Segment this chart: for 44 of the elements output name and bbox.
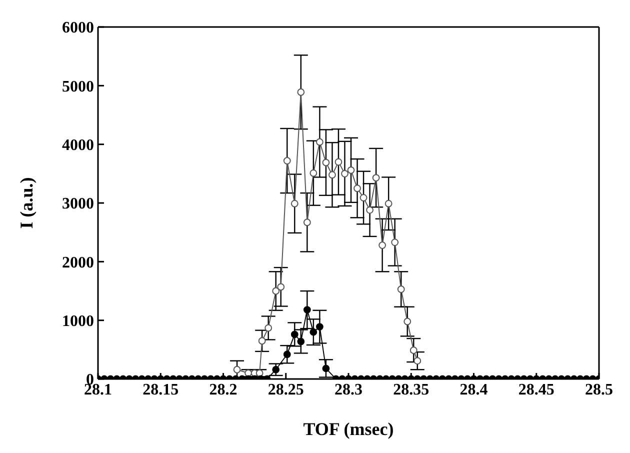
point: [258, 337, 266, 345]
y-axis-title: I (a.u.): [16, 177, 36, 229]
x-tick-label: 28.25: [268, 381, 304, 398]
point: [328, 171, 336, 179]
point: [303, 218, 311, 226]
y-tick-label: 5000: [62, 78, 94, 96]
point: [341, 170, 348, 178]
point: [410, 346, 418, 354]
point: [264, 324, 272, 332]
x-tick-label: 28.2: [209, 381, 238, 398]
point: [391, 238, 399, 246]
point: [414, 357, 422, 365]
point: [316, 138, 324, 146]
y-tick-label: 4000: [62, 137, 94, 154]
x-axis-title: TOF (msec): [303, 419, 394, 439]
point: [366, 206, 374, 214]
y-tick-label: 1000: [62, 313, 94, 330]
point: [322, 158, 330, 166]
x-tick-label: 28.3: [334, 381, 362, 398]
point: [378, 242, 386, 249]
point: [256, 369, 264, 377]
point: [372, 174, 380, 182]
x-tick-label: 28.4: [460, 381, 488, 398]
x-tick-label: 28.45: [518, 381, 554, 398]
point: [397, 286, 405, 293]
x-tick-label: 28.5: [585, 381, 613, 398]
point: [277, 283, 285, 291]
point: [297, 88, 305, 96]
point: [404, 318, 412, 326]
point: [290, 200, 298, 208]
point: [334, 158, 342, 166]
point: [233, 366, 241, 374]
point: [347, 166, 355, 174]
point: [272, 287, 280, 295]
y-tick-label: 3000: [62, 196, 94, 213]
point: [354, 184, 361, 192]
y-tick-label: 6000: [62, 20, 94, 37]
x-tick-label: 28.35: [393, 381, 430, 398]
point: [283, 157, 291, 164]
y-tick-label: 2000: [62, 254, 94, 272]
point: [360, 194, 368, 202]
point: [310, 169, 318, 177]
point: [384, 200, 392, 208]
x-tick-label: 28.15: [142, 381, 179, 398]
